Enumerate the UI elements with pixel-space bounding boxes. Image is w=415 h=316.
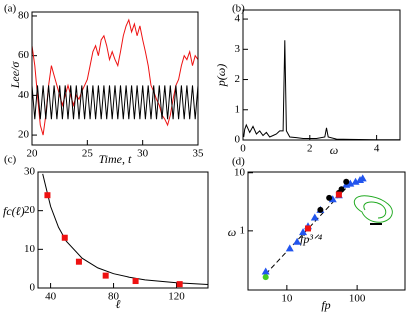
- panel: (a) Time, t Lee/σ 20 25 30 35 20 40 60 80: [4, 3, 204, 166]
- plot-area: [261, 174, 367, 281]
- marker: [44, 192, 51, 199]
- marker: [326, 194, 333, 201]
- marker: [132, 278, 139, 285]
- y-tick-label: 20: [24, 204, 36, 216]
- y-tick-label: 1: [240, 224, 246, 236]
- marker: [75, 258, 82, 265]
- x-axis-label: ω: [330, 143, 338, 157]
- panel-label: (a): [4, 3, 17, 15]
- marker: [261, 267, 270, 275]
- axes-frame: [37, 171, 209, 289]
- panel-label: (c): [4, 154, 17, 166]
- plot-area: [42, 173, 208, 288]
- marker: [358, 174, 367, 182]
- marker: [285, 244, 294, 252]
- marker: [61, 234, 68, 241]
- x-tick-label: 0: [240, 143, 246, 155]
- x-tick-label: 40: [45, 291, 57, 303]
- panel: (d) fp ω fp³ᐟ⁴ 10 100 1 10: [228, 156, 406, 312]
- marker: [317, 206, 324, 213]
- y-tick-label: 30: [24, 166, 36, 178]
- y-tick-label: 4: [235, 13, 241, 25]
- y-tick-label: 80: [18, 10, 30, 22]
- x-axis-label: Time, t: [99, 152, 132, 166]
- y-tick-label: 3: [235, 43, 241, 55]
- y-tick-label: 20: [18, 129, 30, 141]
- x-tick-label: 80: [108, 291, 120, 303]
- x-tick-label: 120: [168, 291, 185, 303]
- y-tick-label: 2: [235, 73, 241, 85]
- marker: [328, 195, 337, 203]
- x-tick-label: 2: [307, 143, 313, 155]
- marker: [176, 281, 183, 288]
- axes-frame: [31, 11, 199, 146]
- marker: [262, 274, 269, 281]
- marker: [346, 179, 355, 187]
- axes-frame: [247, 171, 406, 291]
- x-tick-label: 4: [374, 143, 380, 155]
- y-tick-label: 60: [18, 49, 30, 61]
- y-axis-label: p(ω): [214, 64, 228, 87]
- marker: [305, 225, 312, 232]
- plot-area: [243, 40, 400, 140]
- y-tick-label: 1: [235, 103, 241, 115]
- panel: (b) ω p(ω) 0 2 4 0 1 2 3 4: [214, 3, 401, 157]
- x-tick-label: 10: [281, 293, 293, 305]
- x-axis-label: fp: [321, 298, 330, 312]
- y-tick-label: 40: [18, 89, 30, 101]
- axes-frame: [242, 9, 401, 141]
- x-tick-label: 20: [27, 148, 39, 160]
- x-tick-label: 30: [137, 148, 149, 160]
- x-tick-label: 35: [193, 148, 205, 160]
- y-tick-label: 10: [24, 243, 36, 255]
- marker: [310, 213, 319, 221]
- marker: [299, 228, 308, 236]
- plot-area: [32, 18, 198, 136]
- marker: [343, 178, 350, 185]
- marker: [338, 186, 345, 193]
- line: [265, 183, 351, 275]
- y-axis-label: ω: [228, 225, 236, 239]
- y-tick-label: 10: [234, 166, 246, 178]
- inset-polymer: [353, 195, 393, 225]
- x-tick-label: 25: [82, 148, 94, 160]
- line: [243, 40, 400, 140]
- marker: [335, 191, 342, 198]
- y-axis-label: Lee/σ: [8, 61, 22, 90]
- x-axis-label: ℓ: [116, 297, 121, 311]
- marker: [293, 237, 302, 245]
- panel-label: (d): [232, 156, 245, 168]
- marker: [102, 272, 109, 279]
- panel-label: (b): [232, 3, 245, 15]
- annotation: fp³ᐟ⁴: [300, 232, 322, 246]
- line: [42, 173, 208, 285]
- line: [32, 18, 198, 136]
- y-tick-label: 0: [235, 134, 241, 146]
- y-tick-label: 0: [30, 282, 36, 294]
- y-axis-label: fc(ℓ): [3, 204, 25, 218]
- line: [32, 85, 198, 120]
- panel: (c) ℓ fc(ℓ) 40 80 120 0 10 20 30: [3, 154, 209, 311]
- x-tick-label: 100: [349, 293, 366, 305]
